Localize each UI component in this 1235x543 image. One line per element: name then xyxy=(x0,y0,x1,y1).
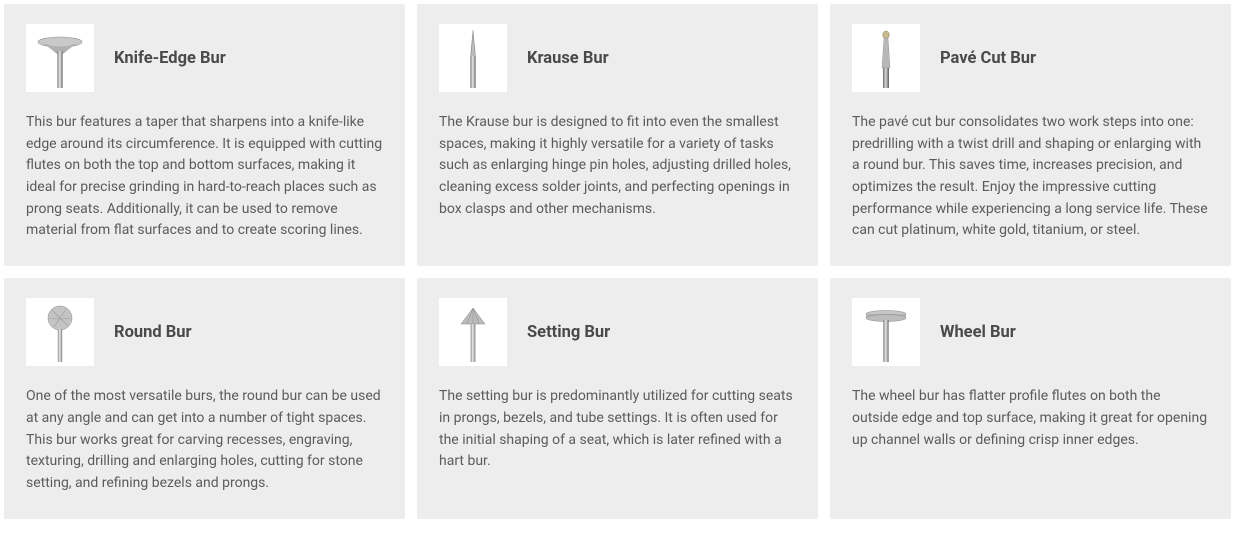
card-description: This bur features a taper that sharpens … xyxy=(26,112,383,242)
knife-edge-bur-icon xyxy=(26,24,94,92)
card-round: Round Bur One of the most versatile burs… xyxy=(4,278,405,518)
card-header: Krause Bur xyxy=(439,24,796,92)
card-knife-edge: Knife-Edge Bur This bur features a taper… xyxy=(4,4,405,266)
setting-bur-icon xyxy=(439,298,507,366)
card-header: Round Bur xyxy=(26,298,383,366)
card-description: The pavé cut bur consolidates two work s… xyxy=(852,112,1209,242)
wheel-bur-icon xyxy=(852,298,920,366)
card-description: The setting bur is predominantly utilize… xyxy=(439,386,796,473)
round-bur-icon xyxy=(26,298,94,366)
card-header: Wheel Bur xyxy=(852,298,1209,366)
card-description: One of the most versatile burs, the roun… xyxy=(26,386,383,494)
card-description: The wheel bur has flatter profile flutes… xyxy=(852,386,1209,451)
card-grid: Knife-Edge Bur This bur features a taper… xyxy=(4,4,1231,519)
card-title: Setting Bur xyxy=(527,323,610,342)
card-description: The Krause bur is designed to fit into e… xyxy=(439,112,796,220)
card-title: Wheel Bur xyxy=(940,323,1016,342)
card-pave-cut: Pavé Cut Bur The pavé cut bur consolidat… xyxy=(830,4,1231,266)
card-header: Setting Bur xyxy=(439,298,796,366)
card-header: Pavé Cut Bur xyxy=(852,24,1209,92)
krause-bur-icon xyxy=(439,24,507,92)
card-header: Knife-Edge Bur xyxy=(26,24,383,92)
pave-cut-bur-icon xyxy=(852,24,920,92)
card-setting: Setting Bur The setting bur is predomina… xyxy=(417,278,818,518)
card-wheel: Wheel Bur The wheel bur has flatter prof… xyxy=(830,278,1231,518)
card-krause: Krause Bur The Krause bur is designed to… xyxy=(417,4,818,266)
card-title: Round Bur xyxy=(114,323,192,342)
card-title: Pavé Cut Bur xyxy=(940,49,1036,68)
card-title: Krause Bur xyxy=(527,49,609,68)
card-title: Knife-Edge Bur xyxy=(114,49,226,68)
